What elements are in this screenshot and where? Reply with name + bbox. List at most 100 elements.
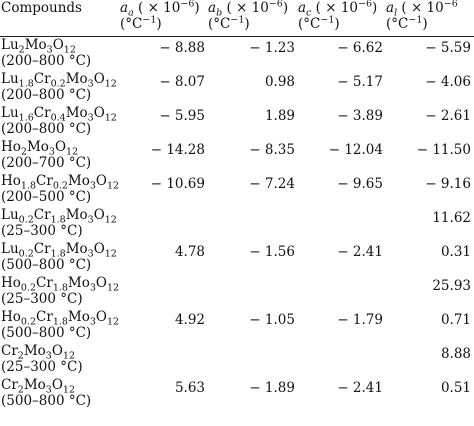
- formula-element: Mo: [23, 343, 46, 359]
- temperature-range: (200–800 °C): [1, 53, 92, 69]
- cell-value: 0.51: [440, 380, 471, 396]
- formula-element: Ho: [1, 173, 21, 189]
- cell-value: 0.98: [264, 74, 295, 90]
- formula-subscript: 3: [48, 146, 55, 158]
- formula-element: O: [93, 241, 105, 257]
- formula-subscript: 3: [87, 112, 94, 124]
- cell-value: 5.63: [174, 380, 205, 396]
- table-row: Lu1.6Cr0.4Mo3O12 (200–800 °C) − 5.95 1.89− …: [0, 105, 474, 139]
- formula-subscript: 3: [87, 248, 94, 260]
- header-close: ): [282, 0, 289, 16]
- value-cell-ab: − 1.23: [208, 37, 298, 72]
- header-symbol: aa: [120, 0, 134, 19]
- formula-subscript: 3: [46, 44, 53, 56]
- formula-element: Cr: [33, 105, 51, 121]
- table-row: Ho1.8Cr0.2Mo3O12 (200–500 °C) − 10.69− 7.2…: [0, 173, 474, 207]
- table-row: Cr2Mo3O12 (500–800 °C) 5.63 − 1.89 − 2.41 0.5…: [0, 377, 474, 411]
- header-factor: ( × 10: [397, 0, 444, 16]
- cell-value: − 1.89: [249, 380, 295, 396]
- cell-value: − 5.95: [159, 108, 205, 124]
- cell-value: 4.92: [174, 312, 205, 328]
- header-line-1: ab ( × 10−6): [208, 0, 289, 18]
- formula-subscript: 12: [104, 248, 117, 260]
- header-coefficient: ab ( × 10−6) (°C−1): [208, 0, 298, 37]
- header-compounds: Compounds: [1, 0, 82, 16]
- cell-value: − 14.28: [150, 142, 205, 158]
- formula-subscript: 12: [104, 214, 117, 226]
- header-row: Compounds aa ( × 10−6) (°C−1) ab ( × 10−6)(…: [0, 0, 474, 37]
- formula-subscript: 1.8: [52, 316, 68, 328]
- formula-subscript: 1.8: [50, 248, 66, 260]
- value-cell-ac: [298, 275, 386, 309]
- header-unit-exponent: −1: [230, 14, 245, 26]
- formula-element: Cr: [36, 173, 53, 189]
- value-cell-aa: 5.63: [120, 377, 208, 411]
- value-cell-ab: [208, 343, 298, 377]
- compound-cell: Ho0.2Cr1.8Mo3O12 (25–300 °C): [0, 275, 120, 309]
- cell-value: − 10.69: [150, 176, 205, 192]
- formula-element: Lu: [1, 207, 19, 223]
- compound-formula: Lu1.6Cr0.4Mo3O12: [1, 105, 120, 124]
- formula-subscript: 2: [17, 384, 24, 396]
- cell-value: − 2.61: [425, 108, 471, 124]
- value-cell-al: 0.31: [386, 241, 474, 275]
- value-cell-ab: − 1.89: [208, 377, 298, 411]
- formula-element: Ho: [1, 275, 21, 291]
- header-subscript: a: [128, 7, 134, 19]
- cell-value: − 1.56: [249, 244, 295, 260]
- formula-element: Lu: [1, 241, 19, 257]
- cell-value: − 6.62: [337, 40, 383, 56]
- formula-subscript: 0.4: [50, 112, 66, 124]
- formula-subscript: 2: [18, 44, 25, 56]
- value-cell-al: − 11.50: [386, 139, 474, 173]
- formula-subscript: 2: [17, 350, 24, 362]
- formula-subscript: 3: [89, 282, 96, 294]
- header-symbol: al: [386, 0, 398, 19]
- cell-value: − 2.41: [337, 380, 383, 396]
- cell-value: 8.88: [440, 346, 471, 362]
- compound-cell: Lu1.6Cr0.4Mo3O12 (200–800 °C): [0, 105, 120, 139]
- header-line-1: ac ( × 10−6): [298, 0, 377, 19]
- formula-subscript: 1.8: [20, 180, 37, 192]
- formula-element: O: [93, 71, 105, 87]
- formula-element: O: [93, 207, 105, 223]
- temperature-range: (200–800 °C): [1, 121, 92, 137]
- formula-subscript: 3: [89, 316, 96, 328]
- formula-element: Mo: [26, 139, 49, 155]
- table-row: Lu0.2Cr1.8Mo3O12 (25–300 °C) 11.62: [0, 207, 474, 241]
- value-cell-ab: [208, 207, 298, 241]
- value-cell-ac: − 2.41: [298, 241, 386, 275]
- compound-cell: Ho0.2Cr1.8Mo3O12 (500–800 °C): [0, 309, 120, 343]
- cell-value: − 8.07: [159, 74, 205, 90]
- compound-formula: Lu0.2Cr1.8Mo3O12: [1, 207, 120, 226]
- table-row: Ho2Mo3O12 (200–700 °C) − 14.28 − 8.35 − 12.0…: [0, 139, 474, 173]
- compound-cell: Lu0.2Cr1.8Mo3O12 (25–300 °C): [0, 207, 120, 241]
- value-cell-al: − 2.61: [386, 105, 474, 139]
- temperature-range: (25–300 °C): [1, 223, 83, 239]
- header-line-1: al ( × 10−6: [386, 0, 458, 19]
- header-line-2: (°C−1): [120, 14, 162, 32]
- header-exponent: −6: [268, 0, 283, 10]
- formula-element: O: [52, 37, 64, 53]
- formula-subscript: 0.2: [20, 316, 37, 328]
- header-subscript: c: [306, 7, 312, 19]
- header-exponent: −6: [358, 0, 373, 10]
- header-factor: ( × 10: [133, 0, 181, 16]
- value-cell-al: − 9.16: [386, 173, 474, 207]
- formula-element: O: [95, 309, 107, 325]
- formula-element: Cr: [1, 343, 18, 359]
- cell-value: − 8.88: [159, 40, 205, 56]
- formula-element: Mo: [65, 207, 88, 223]
- table-body: Lu2Mo3O12 (200–800 °C) − 8.88− 1.23− 6.62−…: [0, 37, 474, 412]
- table-row: Ho0.2Cr1.8Mo3O12 (25–300 °C) 25.93: [0, 275, 474, 309]
- table-row: Lu1.8Cr0.2Mo3O12 (200–800 °C) − 8.07 0.98− …: [0, 71, 474, 105]
- formula-subscript: 3: [45, 384, 52, 396]
- header-symbol: ac: [298, 0, 312, 19]
- formula-element: Cr: [33, 207, 51, 223]
- formula-element: Cr: [33, 71, 51, 87]
- header-line-2: (°C−1): [386, 14, 428, 32]
- value-cell-aa: [120, 343, 208, 377]
- formula-subscript: 12: [63, 44, 76, 56]
- value-cell-ac: [298, 343, 386, 377]
- formula-subscript: 1.8: [50, 214, 66, 226]
